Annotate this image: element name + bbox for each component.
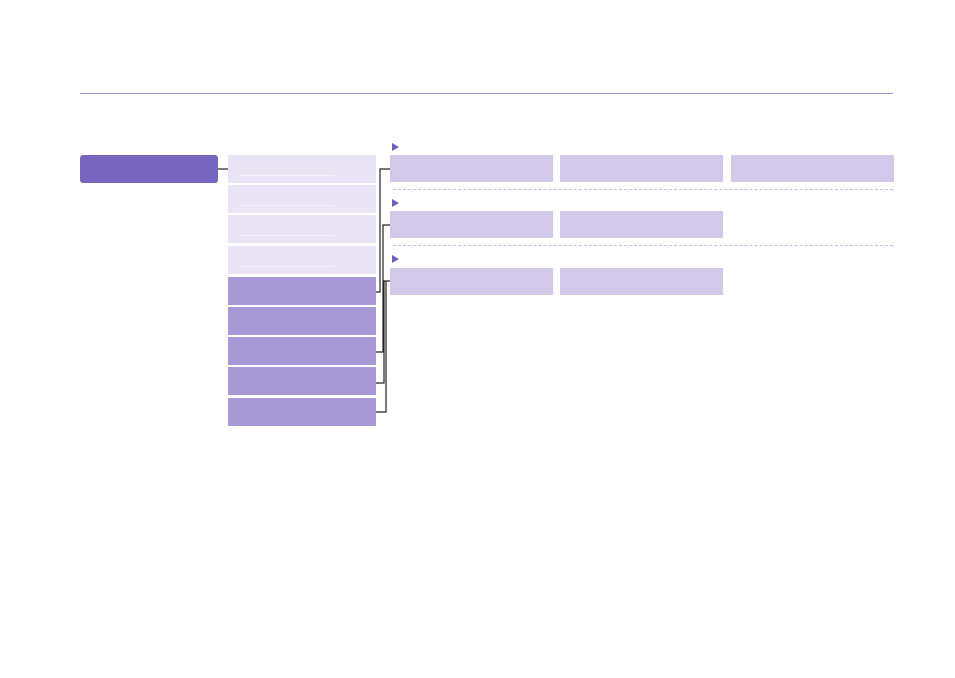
column-item — [228, 185, 376, 213]
group-2-cell — [390, 211, 553, 238]
connector-group-3 — [376, 280, 390, 413]
group-2-cell — [560, 211, 723, 238]
column-item — [228, 155, 376, 183]
group-1-cell — [390, 155, 553, 182]
group-separator — [393, 189, 893, 190]
column-item — [228, 398, 376, 426]
column-item — [228, 337, 376, 365]
column-item — [228, 307, 376, 335]
group-separator — [393, 245, 893, 246]
group-1-cell — [560, 155, 723, 182]
group-3-cell — [560, 268, 723, 295]
connector-group-2 — [376, 224, 390, 353]
triangle-right-icon — [392, 199, 399, 207]
group-1-cell — [731, 155, 894, 182]
column-item — [228, 277, 376, 305]
group-3-cell — [390, 268, 553, 295]
top-divider — [80, 93, 893, 94]
triangle-right-icon — [392, 255, 399, 263]
item-inner-line — [238, 266, 334, 267]
column-item — [228, 367, 376, 395]
item-inner-line — [238, 205, 334, 206]
connector-group-1 — [376, 168, 390, 293]
triangle-right-icon — [392, 143, 399, 151]
column-item — [228, 215, 376, 243]
item-inner-line — [238, 235, 334, 236]
item-inner-line — [238, 175, 334, 176]
root-node — [80, 155, 218, 183]
column-item — [228, 246, 376, 274]
